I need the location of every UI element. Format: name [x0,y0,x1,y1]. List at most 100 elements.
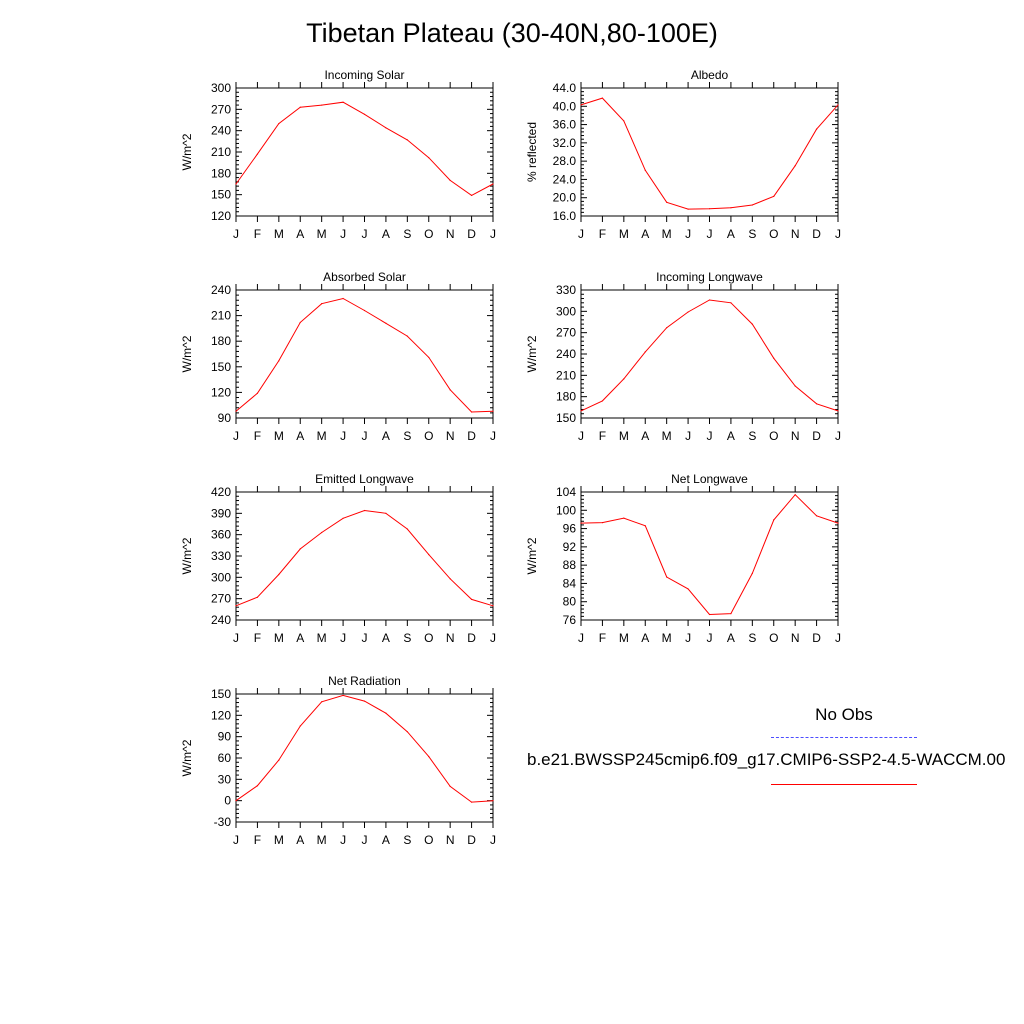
data-point [321,303,323,305]
chart-panel-5: Emitted Longwave W/m^2 240 270 300 330 360 390 4… [180,472,496,645]
x-tick-label: J [835,227,841,241]
x-tick-label: J [835,631,841,645]
y-axis-label: W/m^2 [525,537,539,574]
x-tick-label: D [812,631,821,645]
data-point [751,572,753,574]
series-line [235,101,494,196]
x-tick-label: S [748,631,756,645]
x-tick-label: J [340,227,346,241]
series-line [580,493,839,616]
x-tick-label: M [274,429,284,443]
y-tick-label: 30 [218,772,232,786]
data-point [256,785,259,787]
x-tick-label: S [403,833,411,847]
x-tick-label: J [362,227,368,241]
y-tick-label: 210 [556,368,576,382]
plot-frame [580,289,839,419]
data-point [428,553,430,556]
data-point [406,335,408,337]
y-axis-label: W/m^2 [180,335,194,372]
data-point [449,785,451,788]
data-point [299,548,301,550]
x-tick-label: M [662,631,672,645]
data-point [299,725,301,727]
data-point [406,731,408,733]
data-point [342,694,344,697]
data-point [278,360,280,362]
x-tick-label: F [254,833,261,847]
y-tick-label: 90 [218,411,232,425]
x-tick-label: M [317,833,327,847]
data-point [278,759,280,761]
y-tick-label: 300 [211,81,231,95]
data-point [492,800,494,802]
data-point [363,700,366,702]
x-tick-label: A [641,631,649,645]
data-point [751,323,753,325]
x-tick-label: J [233,429,239,443]
x-tick-label: J [233,631,239,645]
data-point [687,588,689,590]
data-point [837,410,839,412]
data-point [235,800,237,802]
x-tick-label: D [467,833,476,847]
series-line [235,297,494,413]
x-tick-label: D [467,429,476,443]
data-point [773,195,775,197]
data-point [708,208,711,210]
x-tick-label: D [467,227,476,241]
x-tick-label: A [641,227,649,241]
x-tick-label: A [727,429,735,443]
data-point [837,522,839,524]
x-tick-label: A [296,429,304,443]
y-tick-label: 150 [211,687,231,701]
plot-frame [580,491,839,621]
x-tick-label: J [578,429,584,443]
data-point [623,120,625,122]
data-point [235,410,237,412]
x-tick-label: A [296,833,304,847]
data-point [342,101,344,103]
data-point [623,517,625,519]
data-point [470,801,473,803]
data-point [492,605,494,607]
y-axis-label: W/m^2 [180,537,194,574]
x-tick-label: O [424,833,433,847]
y-tick-label: 20.0 [553,191,577,205]
y-tick-label: 210 [211,309,231,323]
data-point [815,128,818,130]
data-point [235,183,237,185]
x-tick-label: N [446,429,455,443]
y-tick-label: 0 [224,794,231,808]
x-tick-label: J [233,227,239,241]
x-tick-label: M [619,631,629,645]
x-tick-label: S [748,429,756,443]
x-tick-label: A [382,631,390,645]
y-tick-label: 28.0 [553,154,577,168]
data-point [256,153,259,155]
x-tick-label: J [490,631,496,645]
y-tick-label: 16.0 [553,209,577,223]
chart-title: Emitted Longwave [315,472,414,486]
plot-frame [235,693,494,823]
y-tick-label: 80 [563,595,577,609]
y-axis-label: W/m^2 [180,739,194,776]
data-point [406,139,408,141]
y-tick-label: 24.0 [553,172,577,186]
x-tick-label: J [490,833,496,847]
y-tick-label: 210 [211,145,231,159]
x-tick-label: S [403,227,411,241]
data-point [321,701,323,703]
x-tick-label: A [641,429,649,443]
plot-frame [580,87,839,217]
y-tick-label: 32.0 [553,136,577,150]
x-tick-label: O [769,631,778,645]
data-point [644,525,646,527]
data-point [751,204,753,206]
data-point [666,327,668,329]
x-tick-label: M [274,227,284,241]
x-tick-label: D [812,429,821,443]
y-tick-label: 270 [556,326,576,340]
